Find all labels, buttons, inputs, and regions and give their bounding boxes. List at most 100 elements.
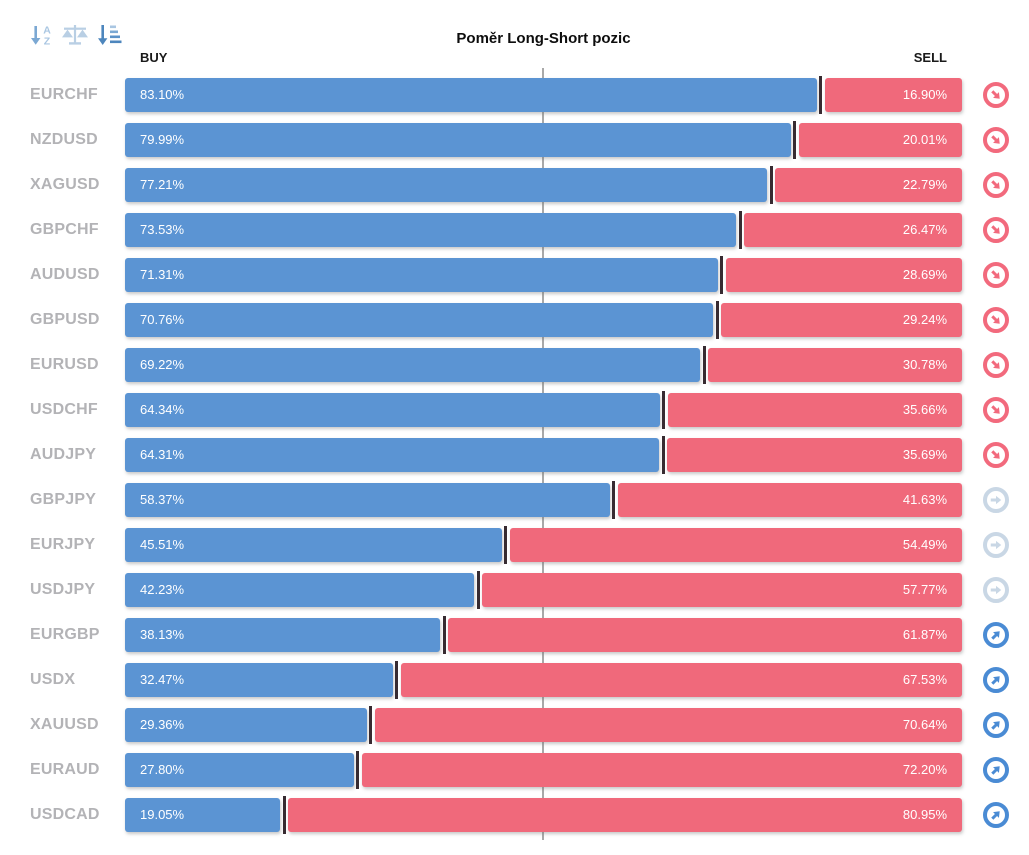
- buy-bar: 83.10%: [125, 78, 817, 112]
- ratio-bar: 70.76% 29.24%: [125, 301, 962, 339]
- buy-bar: 71.31%: [125, 258, 718, 292]
- bar-divider: [395, 661, 399, 699]
- buy-percent: 70.76%: [140, 312, 185, 327]
- bar-divider: [769, 166, 773, 204]
- sell-bar: 80.95%: [288, 798, 962, 832]
- instrument-row: GBPCHF 73.53% 26.47%: [0, 211, 1029, 249]
- buy-bar: 58.37%: [125, 483, 610, 517]
- buy-bar: 70.76%: [125, 303, 714, 337]
- buy-percent: 19.05%: [140, 807, 185, 822]
- balance-scales-icon[interactable]: [61, 21, 89, 49]
- instrument-row: EURCHF 83.10% 16.90%: [0, 76, 1029, 114]
- sell-bar: 61.87%: [448, 618, 962, 652]
- bar-divider: [504, 526, 508, 564]
- bar-divider: [369, 706, 373, 744]
- sell-bar: 26.47%: [744, 213, 962, 247]
- signal-buy-icon: [983, 757, 1009, 783]
- buy-bar: 69.22%: [125, 348, 701, 382]
- sell-percent: 54.49%: [902, 537, 947, 552]
- bar-divider: [662, 391, 666, 429]
- sell-percent: 67.53%: [902, 672, 947, 687]
- signal-buy-icon: [983, 622, 1009, 648]
- sell-bar: 35.66%: [667, 393, 962, 427]
- buy-percent: 64.31%: [140, 447, 185, 462]
- sell-percent: 30.78%: [902, 357, 947, 372]
- sell-percent: 28.69%: [902, 267, 947, 282]
- instrument-label: GBPJPY: [30, 491, 97, 508]
- instrument-label: AUDJPY: [30, 446, 97, 463]
- ratio-bar: 58.37% 41.63%: [125, 481, 962, 519]
- buy-percent: 32.47%: [140, 672, 185, 687]
- sell-percent: 26.47%: [902, 222, 947, 237]
- sell-percent: 16.90%: [902, 87, 947, 102]
- signal-arrow-glyph: [991, 405, 1000, 414]
- bar-divider: [738, 211, 742, 249]
- sort-by-amount-glyph: [98, 25, 122, 45]
- instrument-row: EURGBP 38.13% 61.87%: [0, 616, 1029, 654]
- buy-bar: 79.99%: [125, 123, 791, 157]
- signal-arrow-glyph: [991, 90, 1000, 99]
- sort-toolbar: A Z: [27, 21, 123, 49]
- svg-text:A: A: [43, 25, 51, 37]
- instrument-row: GBPJPY 58.37% 41.63%: [0, 481, 1029, 519]
- ratio-bar: 83.10% 16.90%: [125, 76, 962, 114]
- bar-divider: [715, 301, 719, 339]
- instrument-row: USDJPY 42.23% 57.77%: [0, 571, 1029, 609]
- instrument-label: AUDUSD: [30, 266, 100, 283]
- sell-bar: 70.64%: [374, 708, 962, 742]
- instrument-row: XAUUSD 29.36% 70.64%: [0, 706, 1029, 744]
- sell-bar: 54.49%: [509, 528, 962, 562]
- ratio-bar: 29.36% 70.64%: [125, 706, 962, 744]
- signal-arrow-glyph: [991, 766, 1000, 775]
- sell-percent: 41.63%: [902, 492, 947, 507]
- sell-percent: 57.77%: [902, 582, 947, 597]
- instrument-row: USDX 32.47% 67.53%: [0, 661, 1029, 699]
- sell-bar: 29.24%: [721, 303, 962, 337]
- bar-divider: [476, 571, 480, 609]
- bar-divider: [612, 481, 616, 519]
- sort-by-amount-icon[interactable]: [95, 21, 123, 49]
- sell-column-header: SELL: [913, 50, 947, 65]
- signal-arrow-glyph: [990, 585, 1002, 595]
- bar-divider: [720, 256, 724, 294]
- sort-alphabetical-glyph: A Z: [31, 25, 51, 48]
- instrument-row: AUDUSD 71.31% 28.69%: [0, 256, 1029, 294]
- signal-sell-icon: [983, 172, 1009, 198]
- signal-sell-icon: [983, 397, 1009, 423]
- instrument-row: USDCHF 64.34% 35.66%: [0, 391, 1029, 429]
- sort-alphabetical-icon[interactable]: A Z: [27, 21, 55, 49]
- signal-arrow-glyph: [991, 180, 1000, 189]
- instrument-row: EURJPY 45.51% 54.49%: [0, 526, 1029, 564]
- signal-buy-icon: [983, 802, 1009, 828]
- instrument-row: NZDUSD 79.99% 20.01%: [0, 121, 1029, 159]
- sell-bar: 30.78%: [708, 348, 962, 382]
- instrument-label: USDX: [30, 671, 76, 688]
- instrument-label: GBPUSD: [30, 311, 100, 328]
- sell-bar: 57.77%: [482, 573, 962, 607]
- signal-arrow-glyph: [991, 631, 1000, 640]
- ratio-bar: 64.31% 35.69%: [125, 436, 962, 474]
- instrument-row: EURUSD 69.22% 30.78%: [0, 346, 1029, 384]
- buy-percent: 29.36%: [140, 717, 185, 732]
- buy-percent: 79.99%: [140, 132, 185, 147]
- instrument-label: USDJPY: [30, 581, 96, 598]
- signal-sell-icon: [983, 82, 1009, 108]
- signal-neutral-icon: [983, 487, 1009, 513]
- buy-percent: 58.37%: [140, 492, 185, 507]
- sell-bar: 16.90%: [824, 78, 962, 112]
- signal-sell-icon: [983, 262, 1009, 288]
- instrument-label: USDCHF: [30, 401, 98, 418]
- sell-percent: 80.95%: [902, 807, 947, 822]
- sell-percent: 35.69%: [902, 447, 947, 462]
- buy-percent: 38.13%: [140, 627, 185, 642]
- ratio-bar: 71.31% 28.69%: [125, 256, 962, 294]
- signal-arrow-glyph: [991, 135, 1000, 144]
- instrument-label: EURJPY: [30, 536, 96, 553]
- instrument-label: NZDUSD: [30, 131, 98, 148]
- ratio-bar: 19.05% 80.95%: [125, 796, 962, 834]
- bar-divider: [356, 751, 360, 789]
- sell-bar: 20.01%: [798, 123, 962, 157]
- signal-sell-icon: [983, 217, 1009, 243]
- sell-bar: 28.69%: [725, 258, 962, 292]
